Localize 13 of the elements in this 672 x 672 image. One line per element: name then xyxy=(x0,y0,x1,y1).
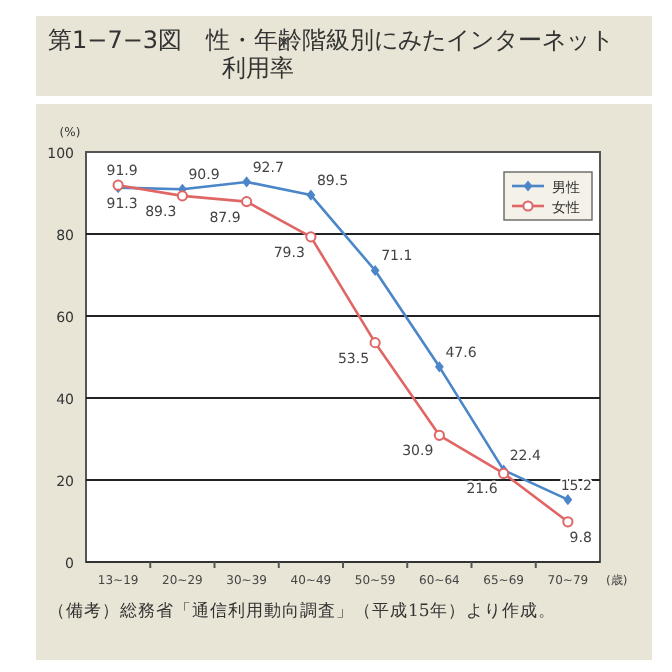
point xyxy=(562,516,574,528)
point xyxy=(306,189,316,201)
point xyxy=(563,494,573,506)
point xyxy=(242,176,252,188)
point xyxy=(241,196,253,208)
point xyxy=(176,190,188,202)
point xyxy=(369,337,381,349)
point xyxy=(370,264,380,277)
point xyxy=(434,361,444,373)
point xyxy=(433,429,445,441)
chart-title: 第1−7−3図 性・年齢階級別にみたインターネット利用率 xyxy=(48,26,615,82)
point xyxy=(305,231,317,243)
text: （備考）総務省「通信利用動向調査」（平成15年）より作成。 xyxy=(48,600,556,622)
